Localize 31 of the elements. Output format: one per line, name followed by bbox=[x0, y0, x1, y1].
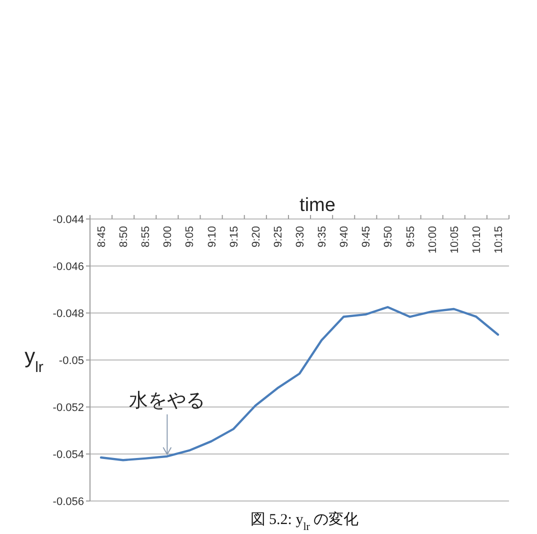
x-tick-label: 9:15 bbox=[228, 226, 240, 248]
x-tick-label: 8:45 bbox=[96, 226, 108, 248]
caption: 図 5.2: y$_{lr}$ の変化 bbox=[250, 511, 359, 533]
x-tick-label: 9:30 bbox=[294, 226, 306, 248]
x-tick-label: 9:25 bbox=[272, 226, 284, 248]
x-tick-label: 10:00 bbox=[426, 226, 439, 254]
y-tick-label: -0.044 bbox=[52, 214, 84, 226]
y-axis-title: y$_{lr}$ bbox=[24, 345, 44, 376]
x-tick-label: 8:55 bbox=[140, 226, 152, 248]
x-tick-label: 9:05 bbox=[184, 226, 196, 248]
x-tick-label: 10:10 bbox=[470, 226, 483, 254]
annotation: 水をやる bbox=[129, 389, 206, 412]
x-tick-label: 10:15 bbox=[492, 226, 505, 254]
y-tick-label: -0.052 bbox=[52, 402, 84, 414]
x-axis-title: time bbox=[300, 195, 336, 216]
x-tick-label: 9:50 bbox=[382, 226, 395, 248]
y-tick-label: -0.046 bbox=[52, 261, 84, 273]
y-tick-label: -0.048 bbox=[52, 308, 84, 320]
y-tick-label: -0.056 bbox=[52, 496, 84, 508]
x-tick-label: 9:55 bbox=[404, 226, 417, 248]
x-tick-label: 9:00 bbox=[162, 226, 174, 248]
x-tick-label: 9:35 bbox=[316, 226, 329, 248]
x-tick-label: 10:05 bbox=[448, 226, 461, 254]
x-tick-label: 9:20 bbox=[250, 226, 262, 248]
x-tick-label: 8:50 bbox=[118, 226, 130, 248]
x-tick-label: 9:10 bbox=[206, 226, 218, 248]
y-tick-label: -0.05 bbox=[58, 355, 84, 367]
line-series bbox=[100, 306, 500, 462]
x-tick-label: 9:45 bbox=[360, 226, 373, 248]
y-tick-label: -0.054 bbox=[52, 449, 84, 461]
x-tick-label: 9:40 bbox=[338, 226, 351, 248]
